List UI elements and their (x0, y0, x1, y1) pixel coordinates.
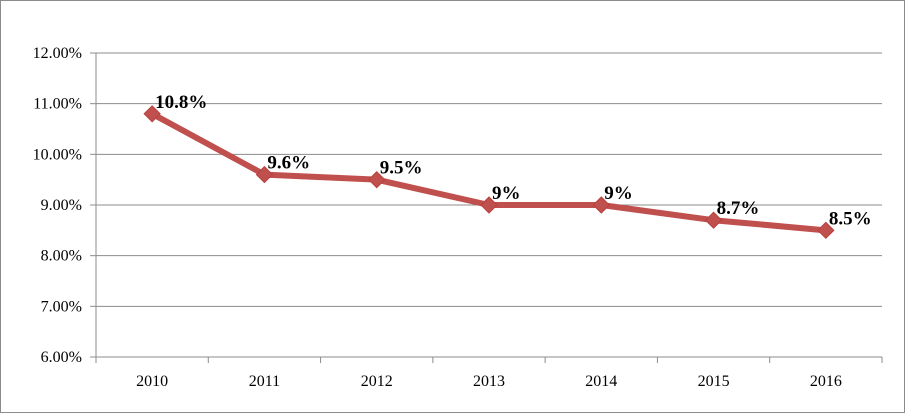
y-tick-label: 11.00% (33, 96, 82, 113)
data-point-marker (704, 211, 723, 229)
data-labels: 10.8% 9.6% 9.5% 9% 9% 8.7% 8.5% (155, 92, 871, 230)
series-markers (143, 105, 835, 240)
y-tick-label: 12.00% (33, 45, 82, 62)
data-point-marker (368, 170, 386, 189)
x-tick-label: 2012 (361, 373, 393, 390)
data-label: 9.6% (267, 153, 310, 174)
data-label: 8.5% (829, 208, 872, 229)
axes (90, 52, 883, 363)
data-label: 8.7% (717, 198, 760, 219)
data-point-marker (255, 165, 274, 184)
y-tick-label: 6.00% (41, 349, 82, 366)
y-tick-label: 7.00% (41, 298, 82, 315)
y-tick-label: 8.00% (41, 248, 82, 265)
y-tick-label: 9.00% (41, 197, 82, 214)
y-axis-tick-labels: 6.00% 7.00% 8.00% 9.00% 10.00% 11.00% 12.00% (33, 45, 82, 366)
x-tick-label: 2015 (698, 373, 730, 390)
data-point-marker (817, 221, 835, 240)
data-label: 9.5% (380, 158, 423, 179)
data-label: 9% (492, 183, 521, 204)
data-point-marker (480, 196, 498, 214)
data-point-marker (592, 196, 610, 214)
x-axis-tick-labels: 2010 2011 2012 2013 2014 2015 2016 (136, 373, 842, 390)
x-tick-label: 2011 (249, 373, 280, 390)
data-point-marker (143, 105, 161, 123)
x-tick-label: 2013 (473, 373, 505, 390)
x-tick-label: 2010 (136, 373, 168, 390)
data-label: 9% (604, 183, 633, 204)
x-tick-label: 2016 (810, 373, 842, 390)
data-label: 10.8% (155, 92, 207, 113)
x-tick-label: 2014 (585, 373, 617, 390)
gridlines (96, 52, 882, 307)
y-tick-label: 10.00% (33, 146, 82, 163)
